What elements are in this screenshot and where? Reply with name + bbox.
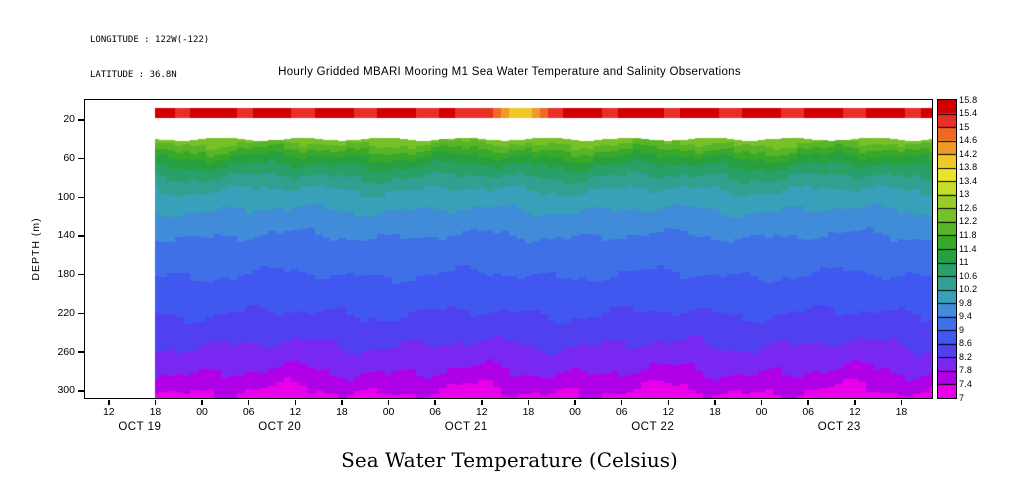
x-tick-label: 12 [475, 406, 488, 418]
x-tick-mark [807, 400, 809, 405]
x-tick-label: 18 [522, 406, 535, 418]
x-tick-label: 00 [755, 406, 768, 418]
colorbar-tick-label: 10.6 [959, 270, 978, 281]
colorbar-tick-label: 8.2 [959, 351, 973, 362]
colorbar-tick-label: 9.4 [959, 311, 973, 322]
colorbar-tick-label: 10.2 [959, 284, 978, 295]
x-tick-label: 18 [336, 406, 348, 418]
date-label: OCT 23 [817, 421, 861, 433]
x-tick-mark [247, 400, 250, 405]
colorbar-tick-label: 9 [959, 324, 965, 335]
y-tick-label: 300 [57, 384, 75, 397]
colorbar-tick-label: 11 [959, 257, 969, 268]
colorbar-tick-label: 15.8 [959, 94, 978, 105]
y-tick-mark [78, 235, 84, 237]
latitude-value: LATITUDE : 36.8N [90, 69, 177, 80]
x-tick-label: 18 [895, 406, 908, 418]
colorbar-tick-label: 14.6 [959, 135, 978, 146]
colorbar-canvas [938, 100, 956, 398]
colorbar-frame [937, 99, 957, 399]
x-tick-label: 06 [242, 406, 255, 418]
colorbar-tick-label: 12.2 [959, 216, 978, 227]
date-label: OCT 22 [631, 421, 675, 433]
colorbar-tick-label: 7 [959, 392, 965, 403]
x-tick-label: 00 [569, 406, 581, 418]
colorbar-tick-label: 13.8 [959, 162, 978, 173]
y-axis-label: DEPTH (m) [30, 217, 42, 281]
date-label: OCT 20 [258, 421, 302, 433]
chart-title: Hourly Gridded MBARI Mooring M1 Sea Wate… [278, 66, 741, 78]
x-tick-mark [574, 400, 576, 405]
colorbar-tick-label: 9.8 [959, 297, 973, 308]
x-tick-mark [434, 400, 436, 405]
date-label: OCT 21 [444, 421, 488, 433]
colorbar-tick-label: 7.8 [959, 365, 973, 376]
y-tick-label: 20 [63, 113, 75, 126]
x-tick-mark [620, 400, 623, 405]
x-tick-mark [900, 400, 903, 405]
colorbar-tick-label: 7.4 [959, 378, 973, 389]
x-tick-label: 12 [848, 406, 861, 418]
colorbar-tick-label: 14.2 [959, 148, 978, 159]
colorbar-tick-label: 8.6 [959, 338, 973, 349]
x-tick-mark [201, 400, 203, 405]
colorbar-tick-label: 13 [959, 189, 970, 200]
y-tick-label: 60 [63, 152, 75, 165]
date-label: OCT 19 [118, 421, 162, 433]
plot-frame [84, 99, 933, 399]
y-tick-mark [78, 196, 84, 198]
x-tick-label: 12 [102, 406, 115, 418]
y-tick-mark [78, 351, 84, 353]
y-tick-mark [78, 312, 84, 315]
x-tick-mark [481, 400, 483, 405]
x-tick-mark [108, 400, 110, 405]
x-tick-mark [341, 400, 343, 405]
y-tick-mark [78, 119, 84, 121]
figure-caption: Sea Water Temperature (Celsius) [341, 448, 678, 472]
x-tick-label: 18 [149, 406, 162, 418]
x-tick-mark [387, 400, 390, 405]
y-tick-label: 180 [57, 268, 75, 281]
x-tick-mark [714, 400, 716, 405]
x-tick-label: 06 [802, 406, 814, 418]
colorbar-tick-label: 15 [959, 121, 970, 132]
x-tick-mark [667, 400, 670, 405]
colorbar-tick-label: 15.4 [959, 108, 978, 119]
x-tick-label: 00 [196, 406, 208, 418]
x-tick-label: 06 [615, 406, 628, 418]
longitude-value: LONGITUDE : 122W(-122) [90, 35, 210, 45]
heatmap-canvas [85, 100, 932, 398]
colorbar-tick-label: 12.6 [959, 202, 978, 213]
x-tick-mark [294, 400, 297, 405]
y-tick-mark [78, 273, 84, 276]
colorbar-tick-label: 11.8 [959, 229, 977, 240]
x-tick-mark [854, 400, 856, 405]
y-tick-mark [78, 157, 84, 160]
y-tick-label: 100 [57, 190, 75, 203]
y-tick-label: 220 [57, 306, 75, 319]
y-tick-label: 260 [57, 345, 75, 358]
x-tick-mark [527, 400, 530, 405]
x-tick-label: 18 [709, 406, 721, 418]
colorbar-tick-label: 11.4 [959, 243, 977, 254]
x-tick-label: 06 [429, 406, 442, 418]
x-tick-label: 12 [662, 406, 675, 418]
y-tick-mark [78, 390, 84, 392]
y-tick-label: 140 [57, 229, 75, 242]
colorbar-tick-label: 13.4 [959, 175, 978, 186]
x-tick-mark [154, 400, 157, 405]
x-tick-label: 00 [382, 406, 395, 418]
x-tick-label: 12 [289, 406, 302, 418]
x-tick-mark [760, 400, 763, 405]
